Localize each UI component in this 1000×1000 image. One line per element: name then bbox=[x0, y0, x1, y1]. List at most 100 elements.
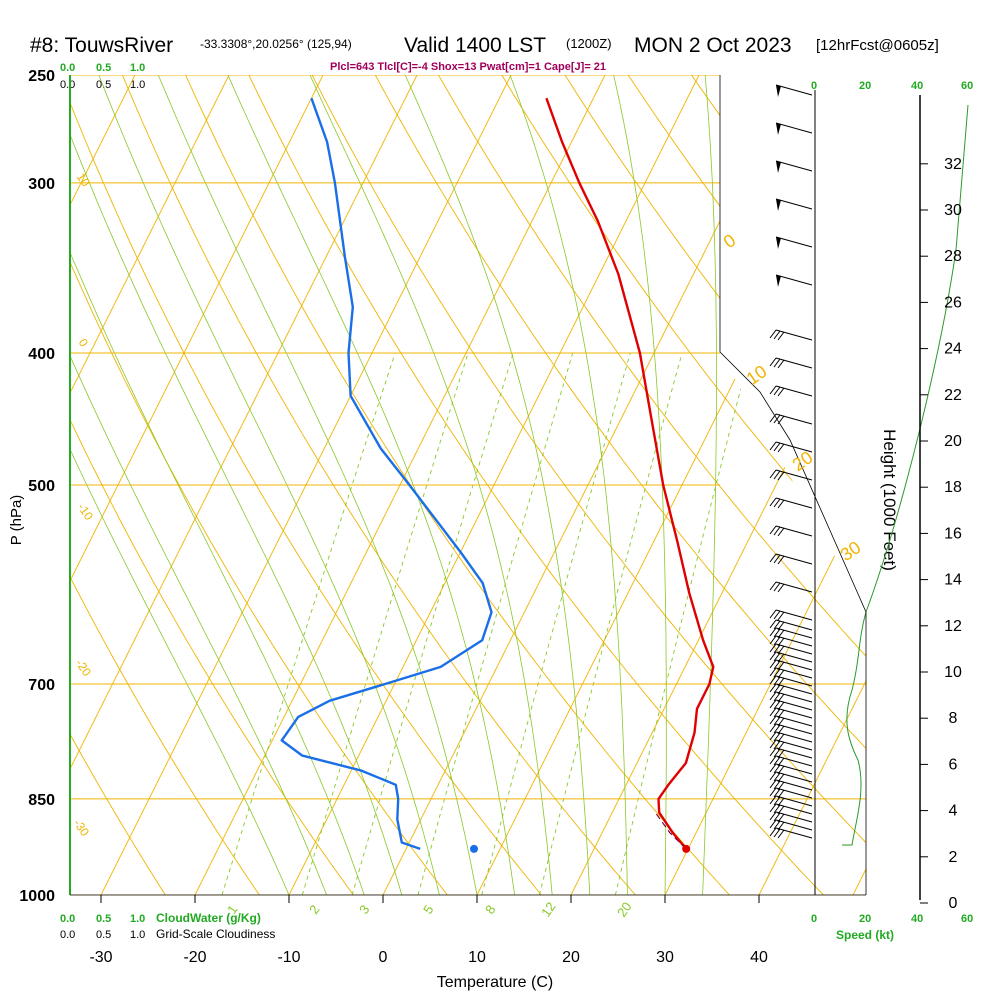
wind-barb bbox=[769, 553, 813, 565]
mixing-ratio-label: 20 bbox=[614, 899, 635, 919]
x-tick-label: 20 bbox=[562, 949, 580, 966]
isotherm-label: 20 bbox=[789, 447, 817, 475]
wind-barb-feather bbox=[773, 796, 781, 806]
wind-barb-feather bbox=[773, 526, 781, 536]
dewpoint-surface-marker bbox=[470, 844, 478, 853]
wind-barb-staff bbox=[775, 827, 813, 839]
wind-barb-staff bbox=[775, 635, 813, 647]
station-title: #8: TouwsRiver bbox=[30, 34, 173, 57]
wind-barb-feather bbox=[773, 582, 781, 592]
wind-barb-staff bbox=[775, 675, 813, 687]
wind-barb-staff bbox=[775, 707, 813, 719]
wind-barb bbox=[769, 715, 813, 727]
wind-barb-feather bbox=[769, 699, 777, 709]
height-tick-label: 22 bbox=[944, 387, 962, 404]
wind-barb-feather bbox=[769, 385, 777, 395]
wind-barb-feather bbox=[773, 442, 781, 452]
wind-barb-feather bbox=[777, 331, 785, 341]
wind-barb-staff bbox=[775, 497, 813, 509]
cw-tick-top-1: 0.5 bbox=[96, 62, 111, 74]
pressure-tick-label: 850 bbox=[28, 792, 55, 809]
wind-barb-staff bbox=[775, 731, 813, 743]
wind-barb-staff bbox=[775, 236, 813, 248]
wind-barb-staff bbox=[775, 84, 813, 96]
isotherm-label: -30 bbox=[71, 817, 93, 840]
wind-barb-feather bbox=[773, 610, 781, 620]
speed-label: Speed (kt) bbox=[836, 928, 894, 942]
speed-tick-bottom-0: 0 bbox=[811, 913, 817, 925]
height-tick-label: 12 bbox=[944, 618, 962, 635]
wind-barb-feather bbox=[769, 723, 777, 733]
diagram-edge-diagonal bbox=[719, 351, 867, 613]
speed-tick-bottom-1: 20 bbox=[859, 913, 871, 925]
pressure-tick-label: 400 bbox=[28, 346, 55, 363]
wind-barb-feather bbox=[769, 627, 777, 637]
cloud-water-label: CloudWater (g/Kg) bbox=[156, 911, 261, 925]
dry-adiabat-line bbox=[817, 75, 866, 895]
isotherm-line bbox=[664, 75, 866, 895]
wind-barb-feather bbox=[769, 683, 777, 693]
isotherm-label: 0 bbox=[76, 336, 91, 350]
cw-tick-top-0: 0.0 bbox=[60, 62, 75, 74]
wind-barb-feather bbox=[773, 358, 781, 368]
mixing-ratio-line bbox=[614, 352, 751, 895]
cloud-tick-bottom-1: 0.5 bbox=[96, 929, 111, 941]
pressure-tick-label: 250 bbox=[28, 68, 55, 85]
height-tick-label: 28 bbox=[944, 248, 962, 265]
wind-barb-feather bbox=[769, 619, 777, 629]
wind-barb-feather bbox=[777, 611, 785, 621]
wind-barb-feather bbox=[769, 779, 777, 789]
moist-adiabat-line bbox=[613, 75, 667, 895]
wind-barb-feather bbox=[773, 660, 781, 670]
data-layer bbox=[280, 84, 969, 853]
wind-barb bbox=[769, 357, 813, 369]
x-tick-label: 30 bbox=[656, 949, 674, 966]
speed-tick-top-1: 20 bbox=[859, 80, 871, 92]
isotherm-line bbox=[570, 75, 866, 895]
cloud-tick-top-2: 1.0 bbox=[130, 79, 145, 91]
dry-adiabat-line bbox=[185, 75, 730, 895]
wind-barb bbox=[769, 441, 813, 453]
wind-barb-staff bbox=[775, 803, 813, 815]
isotherm-label: 0 bbox=[720, 230, 740, 252]
wind-barb-feather bbox=[769, 771, 777, 781]
moist-adiabat-line bbox=[70, 75, 365, 895]
wind-barb-feather bbox=[777, 471, 785, 481]
wind-barb-feather bbox=[773, 716, 781, 726]
wind-barb-feather bbox=[773, 740, 781, 750]
wind-barb-staff bbox=[775, 329, 813, 341]
wind-barb-feather bbox=[769, 707, 777, 717]
sounding-params: Plcl=643 Tlcl[C]=-4 Shox=13 Pwat[cm]=1 C… bbox=[330, 61, 606, 73]
wind-barb-staff bbox=[775, 739, 813, 751]
moist-adiabat-line bbox=[157, 75, 478, 895]
x-tick-label: 40 bbox=[750, 949, 768, 966]
cloud-tick-bottom-2: 1.0 bbox=[130, 929, 145, 941]
wind-barb-feather bbox=[773, 498, 781, 508]
wind-speed-profile-high bbox=[865, 104, 969, 613]
speed-tick-bottom-2: 40 bbox=[911, 913, 923, 925]
height-tick-label: 16 bbox=[944, 525, 962, 542]
dry-adiabat-line bbox=[754, 75, 866, 895]
wind-barb-staff bbox=[775, 683, 813, 695]
wind-barb bbox=[769, 609, 813, 621]
wind-barb-staff bbox=[775, 723, 813, 735]
wind-barb-feather bbox=[777, 443, 785, 453]
wind-barb-feather bbox=[769, 635, 777, 645]
wind-barb-feather bbox=[769, 469, 777, 479]
wind-barb-feather bbox=[773, 636, 781, 646]
wind-barb bbox=[769, 635, 813, 647]
pressure-tick-label: 700 bbox=[28, 677, 55, 694]
dry-adiabat-line bbox=[248, 75, 824, 895]
wind-barb-feather bbox=[769, 747, 777, 757]
isotherm-line bbox=[758, 75, 866, 895]
isotherm-label: 10 bbox=[74, 170, 93, 189]
mixing-ratio-label: 12 bbox=[538, 899, 559, 919]
moist-adiabat-line bbox=[404, 75, 591, 895]
wind-barb-feather bbox=[777, 527, 785, 537]
wind-barb-feather bbox=[773, 644, 781, 654]
wind-barb-feather bbox=[773, 386, 781, 396]
height-tick-label: 26 bbox=[944, 294, 962, 311]
mixing-ratio-label: 5 bbox=[420, 902, 436, 917]
wind-barb-feather bbox=[769, 731, 777, 741]
